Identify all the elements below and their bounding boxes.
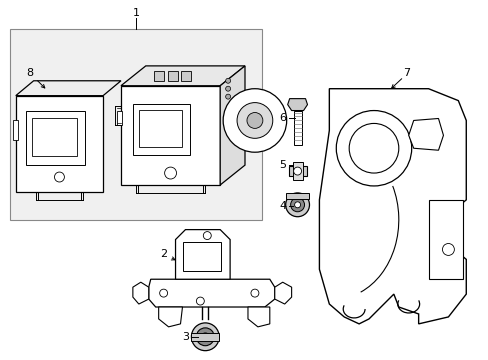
Bar: [10, 29, 262, 220]
Polygon shape: [288, 166, 306, 176]
Text: 4: 4: [279, 201, 285, 211]
Circle shape: [225, 78, 230, 83]
Bar: [191, 333, 219, 341]
Polygon shape: [175, 230, 230, 279]
Bar: [32, 118, 77, 156]
Polygon shape: [133, 282, 148, 304]
Circle shape: [196, 328, 214, 346]
Bar: [133, 104, 190, 155]
Text: 5: 5: [279, 160, 285, 170]
Circle shape: [290, 198, 304, 212]
Circle shape: [293, 167, 301, 175]
Circle shape: [225, 94, 230, 99]
Bar: [183, 242, 221, 271]
Text: 7: 7: [402, 68, 409, 78]
Bar: [139, 109, 182, 147]
Circle shape: [201, 333, 209, 341]
Polygon shape: [247, 307, 269, 327]
Circle shape: [223, 89, 286, 152]
Bar: [293, 111, 301, 145]
Circle shape: [225, 86, 230, 91]
Text: 3: 3: [182, 332, 188, 342]
Bar: [292, 162, 302, 180]
Bar: [427, 200, 462, 279]
Circle shape: [191, 323, 219, 351]
Circle shape: [237, 103, 272, 138]
Bar: [117, 111, 122, 125]
Polygon shape: [220, 66, 244, 185]
Polygon shape: [319, 89, 466, 324]
Polygon shape: [274, 282, 291, 304]
Bar: [13, 121, 18, 140]
Circle shape: [285, 193, 309, 217]
Text: 8: 8: [26, 68, 33, 78]
Polygon shape: [16, 96, 103, 192]
Polygon shape: [408, 118, 443, 150]
Polygon shape: [16, 81, 121, 96]
Circle shape: [246, 113, 263, 129]
Text: 1: 1: [132, 8, 139, 18]
Polygon shape: [287, 99, 307, 111]
Circle shape: [294, 202, 300, 208]
Text: 6: 6: [279, 113, 285, 123]
Bar: [153, 71, 163, 81]
Text: 2: 2: [160, 249, 167, 260]
Polygon shape: [148, 279, 274, 307]
Polygon shape: [121, 86, 220, 185]
Circle shape: [336, 111, 411, 186]
Bar: [26, 111, 85, 165]
Bar: [181, 71, 191, 81]
Polygon shape: [121, 66, 244, 86]
Polygon shape: [158, 307, 182, 327]
Bar: [167, 71, 177, 81]
Bar: [285, 193, 309, 199]
Circle shape: [348, 123, 398, 173]
